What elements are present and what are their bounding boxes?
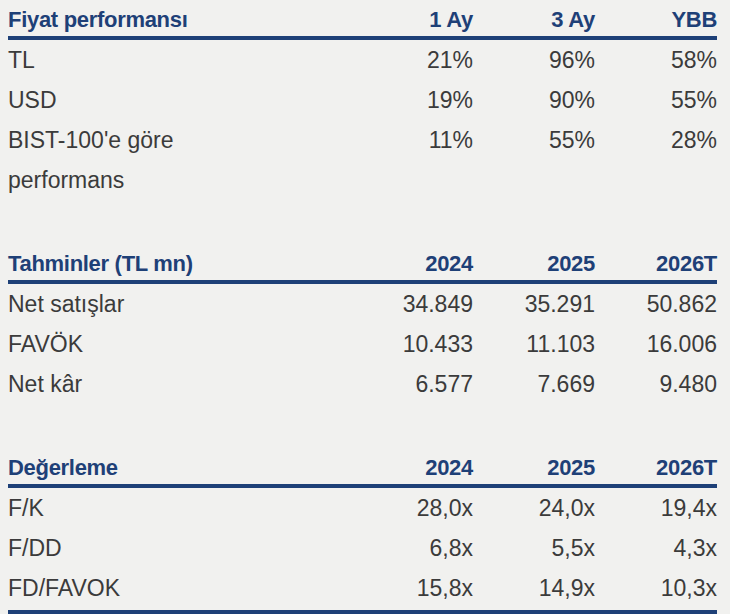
column-header-1m: 1 Ay: [351, 6, 473, 33]
row-label-text: FAVÖK: [8, 324, 263, 364]
row-label-text: Net kâr: [8, 364, 263, 404]
row-value: 10,3x: [595, 568, 717, 608]
row-value: 28%: [595, 120, 717, 160]
row-value: 96%: [473, 40, 595, 80]
row-label-text: TL: [8, 40, 263, 80]
column-header-2025: 2025: [473, 454, 595, 481]
row-value: 19%: [351, 80, 473, 120]
row-value: 10.433: [351, 324, 473, 364]
row-label: FD/FAVOK: [8, 568, 351, 608]
row-value: 7.669: [473, 364, 595, 404]
table-row-pb: F/DD 6,8x 5,5x 4,3x: [8, 528, 717, 568]
table-row-bist-relative: BIST-100'e göre performans 11% 55% 28%: [8, 120, 717, 200]
row-label: FAVÖK: [8, 324, 351, 364]
row-value: 9.480: [595, 364, 717, 404]
row-value: 58%: [595, 40, 717, 80]
column-header-2024: 2024: [351, 250, 473, 277]
section-title: Değerleme: [8, 454, 351, 481]
row-label-text: USD: [8, 80, 263, 120]
section-header-row: Fiyat performansı 1 Ay 3 Ay YBB: [8, 6, 717, 40]
section-price-performance: Fiyat performansı 1 Ay 3 Ay YBB TL 21% 9…: [8, 6, 717, 200]
row-value: 11%: [351, 120, 473, 160]
row-value: 50.862: [595, 284, 717, 324]
row-value: 55%: [473, 120, 595, 160]
table-row-net-sales: Net satışlar 34.849 35.291 50.862: [8, 284, 717, 324]
row-value: 34.849: [351, 284, 473, 324]
section-estimates: Tahminler (TL mn) 2024 2025 2026T Net sa…: [8, 250, 717, 404]
row-value: 35.291: [473, 284, 595, 324]
table-row-net-income: Net kâr 6.577 7.669 9.480: [8, 364, 717, 404]
row-label: Net satışlar: [8, 284, 351, 324]
row-label-text: BIST-100'e göre performans: [8, 120, 263, 200]
row-label-text: F/DD: [8, 528, 263, 568]
row-value: 4,3x: [595, 528, 717, 568]
section-title: Tahminler (TL mn): [8, 250, 351, 277]
row-value: 24,0x: [473, 488, 595, 528]
table-row-pe: F/K 28,0x 24,0x 19,4x: [8, 488, 717, 528]
row-value: 6.577: [351, 364, 473, 404]
row-value: 90%: [473, 80, 595, 120]
row-label: BIST-100'e göre performans: [8, 120, 351, 200]
row-label-text: F/K: [8, 488, 263, 528]
row-label-text: Net satışlar: [8, 284, 263, 324]
table-row-tl: TL 21% 96% 58%: [8, 40, 717, 80]
row-value: 21%: [351, 40, 473, 80]
table-row-ebitda: FAVÖK 10.433 11.103 16.006: [8, 324, 717, 364]
row-value: 55%: [595, 80, 717, 120]
row-label: Net kâr: [8, 364, 351, 404]
row-value: 16.006: [595, 324, 717, 364]
table-row-ev-ebitda: FD/FAVOK 15,8x 14,9x 10,3x: [8, 568, 717, 608]
section-header-row: Değerleme 2024 2025 2026T: [8, 454, 717, 488]
section-title: Fiyat performansı: [8, 6, 351, 33]
column-header-2024: 2024: [351, 454, 473, 481]
summary-tables: Fiyat performansı 1 Ay 3 Ay YBB TL 21% 9…: [0, 0, 730, 614]
row-label: F/K: [8, 488, 351, 528]
row-label: USD: [8, 80, 351, 120]
row-value: 6,8x: [351, 528, 473, 568]
table-row-usd: USD 19% 90% 55%: [8, 80, 717, 120]
column-header-ytd: YBB: [595, 6, 717, 33]
row-value: 14,9x: [473, 568, 595, 608]
row-value: 28,0x: [351, 488, 473, 528]
row-value: 5,5x: [473, 528, 595, 568]
column-header-2025: 2025: [473, 250, 595, 277]
row-label: TL: [8, 40, 351, 80]
column-header-3m: 3 Ay: [473, 6, 595, 33]
column-header-2026t: 2026T: [595, 454, 717, 481]
section-valuation: Değerleme 2024 2025 2026T F/K 28,0x 24,0…: [8, 454, 717, 614]
column-header-2026t: 2026T: [595, 250, 717, 277]
row-value: 19,4x: [595, 488, 717, 528]
row-value: 15,8x: [351, 568, 473, 608]
section-header-row: Tahminler (TL mn) 2024 2025 2026T: [8, 250, 717, 284]
row-value: 11.103: [473, 324, 595, 364]
row-label: F/DD: [8, 528, 351, 568]
row-label-text: FD/FAVOK: [8, 568, 263, 608]
